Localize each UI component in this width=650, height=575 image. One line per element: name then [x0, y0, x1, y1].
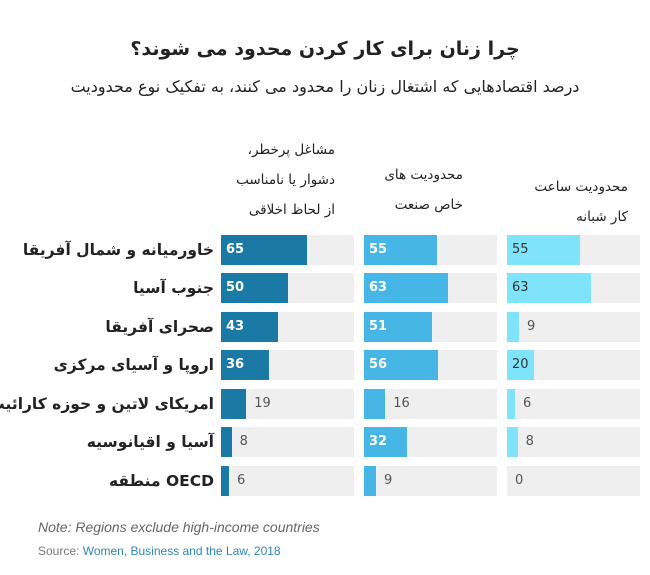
bar: [507, 235, 581, 265]
bar-track: 63: [507, 273, 640, 303]
bar-track: 50: [221, 273, 354, 303]
chart-subtitle: درصد اقتصادهایی که اشتغال زنان را محدود …: [70, 77, 580, 96]
data-label: 6: [236, 473, 246, 488]
row-label: آسیا و اقیانوسیه: [86, 433, 214, 451]
bar: [507, 350, 534, 380]
bar: [221, 427, 232, 457]
data-label: 43: [226, 319, 245, 334]
bar-track: 0: [507, 466, 640, 496]
bar-track: 9: [507, 312, 640, 342]
data-label: 50: [226, 280, 245, 295]
bar-track: 16: [364, 389, 497, 419]
row-label: صحرای آفریقا: [105, 318, 214, 336]
bar-track: 6: [221, 466, 354, 496]
column-header-2: محدودیت های خاص صنعت: [384, 160, 463, 220]
data-label: 36: [226, 357, 245, 372]
row-label: خاورمیانه و شمال آفریقا: [22, 241, 214, 259]
bar-track: 32: [364, 427, 497, 457]
data-label: 9: [383, 473, 393, 488]
bar: [364, 466, 376, 496]
row-label: اروپا و آسیای مرکزی: [53, 356, 214, 374]
bar-track: 56: [364, 350, 497, 380]
data-label: 8: [525, 434, 534, 449]
bar: [221, 350, 269, 380]
bar: [364, 389, 386, 419]
data-label: 63: [512, 280, 529, 295]
row-label: امریکای لاتین و حوزه کارائیب: [0, 395, 214, 413]
bar-track: 9: [364, 466, 497, 496]
bar-track: 19: [221, 389, 354, 419]
source-prefix: Source:: [38, 544, 80, 558]
data-label: 63: [369, 280, 388, 295]
data-label: 56: [369, 357, 388, 372]
column-header-3: محدودیت ساعت کار شبانه: [534, 172, 628, 232]
chart-source: Source: Women, Business and the Law, 201…: [38, 544, 281, 558]
source-link[interactable]: Women, Business and the Law, 2018: [82, 544, 281, 558]
bar: [364, 427, 407, 457]
row-label: جنوب آسیا: [133, 279, 214, 297]
bar-track: 36: [221, 350, 354, 380]
data-label: 0: [515, 473, 524, 488]
data-label: 8: [239, 434, 248, 449]
bar: [364, 350, 439, 380]
bar: [221, 389, 247, 419]
data-label: 16: [393, 396, 410, 411]
data-label: 9: [526, 319, 536, 334]
data-label: 55: [512, 242, 529, 257]
bar: [507, 273, 591, 303]
bar: [507, 389, 515, 419]
bar-track: 51: [364, 312, 497, 342]
data-label: 55: [369, 242, 388, 257]
bar: [364, 273, 448, 303]
bar: [364, 235, 438, 265]
column-header-line: خاص صنعت: [394, 197, 463, 213]
bar-track: 8: [507, 427, 640, 457]
column-header-line: محدودیت ساعت: [534, 179, 628, 195]
data-label: 32: [369, 434, 388, 449]
chart-note: Note: Regions exclude high-income countr…: [38, 519, 320, 535]
bar: [364, 312, 432, 342]
chart-title: چرا زنان برای کار کردن محدود می شوند؟: [130, 38, 520, 60]
bar: [221, 466, 229, 496]
column-header-1: مشاغل پرخطر، دشوار یا نامناسب از لحاظ اخلا…: [236, 135, 335, 225]
column-header-line: کار شبانه: [576, 209, 628, 225]
data-label: 65: [226, 242, 245, 257]
bar-track: 55: [507, 235, 640, 265]
bar-track: 6: [507, 389, 640, 419]
bar-track: 20: [507, 350, 640, 380]
bar: [221, 235, 308, 265]
column-header-line: از لحاظ اخلاقی: [248, 202, 335, 218]
data-label: 6: [522, 396, 532, 411]
bar: [221, 273, 288, 303]
bar-track: 8: [221, 427, 354, 457]
bar-track: 55: [364, 235, 497, 265]
data-label: 19: [254, 396, 271, 411]
column-header-line: دشوار یا نامناسب: [236, 172, 335, 188]
bar: [221, 312, 279, 342]
bar-track: 63: [364, 273, 497, 303]
bar: [507, 312, 519, 342]
data-label: 51: [369, 319, 388, 334]
bar: [507, 427, 518, 457]
column-header-line: محدودیت های: [384, 167, 463, 183]
column-header-line: مشاغل پرخطر،: [247, 142, 335, 158]
data-label: 20: [512, 357, 529, 372]
row-label: OECD منطقه: [109, 472, 214, 490]
bar-track: 65: [221, 235, 354, 265]
bar-track: 43: [221, 312, 354, 342]
